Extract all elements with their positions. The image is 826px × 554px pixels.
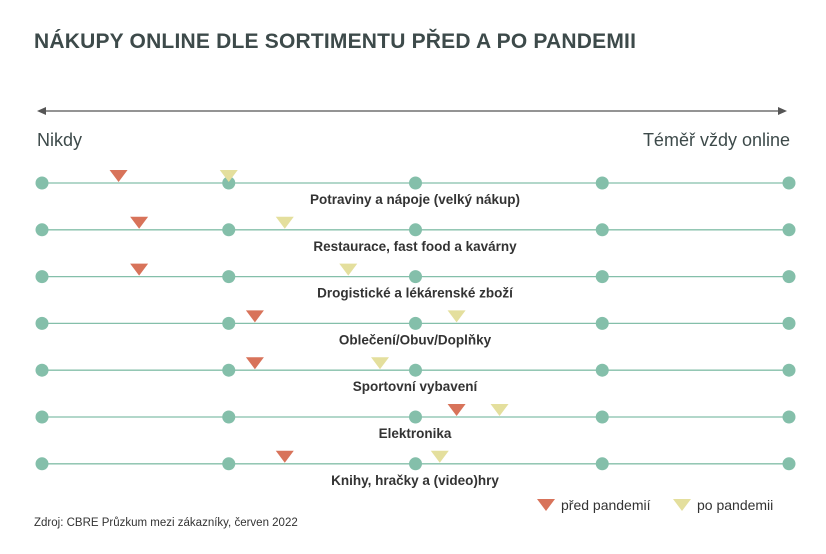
marker-before — [130, 263, 149, 276]
marker-after — [339, 263, 358, 276]
source-note: Zdroj: CBRE Průzkum mezi zákazníky, červ… — [34, 517, 298, 529]
marker-after — [275, 216, 294, 229]
scale-dot — [409, 363, 422, 377]
scale-dot — [595, 223, 609, 237]
scale-dot — [222, 363, 236, 377]
legend-after-label: po pandemii — [697, 497, 773, 513]
scale-dot — [595, 270, 609, 284]
scale-dot — [222, 176, 236, 190]
scale-dot — [35, 223, 49, 237]
scale-dot — [35, 270, 49, 284]
category-label: Restaurace, fast food a kavárny — [313, 239, 517, 254]
scale-dot — [222, 316, 236, 330]
category-label: Drogistické a lékárenské zboží — [317, 286, 514, 301]
scale-left-label: Nikdy — [37, 130, 83, 150]
scale-dot — [782, 363, 796, 377]
scale-dot — [35, 363, 49, 377]
axis-arrow-left-icon — [37, 107, 46, 115]
chart-title: NÁKUPY ONLINE DLE SORTIMENTU PŘED A PO P… — [34, 30, 637, 53]
scale-dot — [409, 223, 422, 237]
marker-before — [447, 404, 466, 416]
marker-before — [130, 216, 149, 229]
scale-dot — [782, 410, 796, 424]
marker-after — [371, 357, 390, 370]
scale-dot — [409, 410, 422, 424]
scale-dot — [595, 363, 609, 377]
scale-dot — [595, 457, 609, 471]
scale-dot — [222, 270, 236, 284]
marker-before — [275, 450, 294, 463]
axis-arrow-right-icon — [778, 107, 787, 115]
scale-dot — [782, 223, 796, 237]
scale-dot — [35, 176, 49, 190]
marker-after — [430, 450, 449, 463]
marker-before — [245, 310, 264, 323]
scale-dot — [409, 176, 422, 190]
scale-dot — [782, 316, 796, 330]
scale-right-label: Téměř vždy online — [642, 130, 790, 150]
category-label: Sportovní vybavení — [353, 379, 479, 394]
legend-after-icon — [673, 499, 691, 511]
scale-dot — [35, 457, 49, 471]
scale-dot — [782, 270, 796, 284]
scale-dot — [222, 223, 236, 237]
legend-before-icon — [537, 499, 555, 511]
marker-after — [490, 404, 509, 416]
scale-dot — [409, 457, 422, 471]
scale-dot — [595, 176, 609, 190]
scale-dot — [409, 270, 422, 284]
category-label: Oblečení/Obuv/Doplňky — [339, 332, 492, 347]
scale-dot — [35, 316, 49, 330]
scale-dot — [595, 316, 609, 330]
scale-dot — [35, 410, 49, 424]
marker-after — [447, 310, 466, 323]
category-label: Potraviny a nápoje (velký nákup) — [310, 192, 520, 207]
scale-dot — [222, 457, 236, 471]
scale-dot — [222, 410, 236, 424]
scale-dot — [782, 176, 796, 190]
scale-dot — [595, 410, 609, 424]
marker-before — [245, 357, 264, 370]
marker-before — [109, 170, 128, 182]
scale-dot — [782, 457, 796, 471]
marker-after — [219, 170, 238, 182]
category-label: Knihy, hračky a (video)hry — [331, 473, 499, 488]
scale-dot — [409, 316, 422, 330]
legend-before-label: před pandemií — [561, 497, 651, 513]
category-label: Elektronika — [379, 426, 452, 441]
